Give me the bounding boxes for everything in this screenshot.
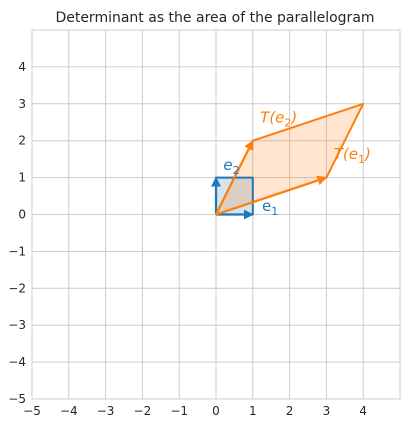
y-tick-label: 1: [18, 171, 26, 185]
plot-border: [31, 29, 401, 400]
annotation-label: e2: [223, 156, 239, 177]
y-tick-label: −4: [8, 355, 26, 369]
chart-title: Determinant as the area of the parallelo…: [55, 10, 374, 26]
x-tick-label: 1: [249, 404, 257, 418]
y-tick-label: −5: [8, 392, 26, 406]
y-tick-label: −1: [8, 244, 26, 258]
y-tick-label: −3: [8, 318, 26, 332]
x-tick-label: −1: [170, 404, 188, 418]
x-tick-label: −3: [97, 404, 115, 418]
x-tick-label: −2: [134, 404, 152, 418]
y-tick-label: 4: [18, 60, 26, 74]
x-tick-label: −5: [23, 404, 41, 418]
x-tick-label: 4: [359, 404, 367, 418]
annotation-label: T(e1): [334, 145, 371, 166]
x-tick-label: 2: [286, 404, 294, 418]
x-tick-label: −4: [60, 404, 78, 418]
annotation-layer: e1 e2 T(e1) T(e2): [223, 108, 371, 218]
y-tick-label: 0: [18, 208, 26, 222]
plot-frame: [31, 29, 401, 400]
x-tick-label: 3: [323, 404, 331, 418]
y-tick-label: 3: [18, 97, 26, 111]
y-tick-label: 2: [18, 134, 26, 148]
x-tick-label: 0: [212, 404, 220, 418]
vector-layer: [211, 139, 328, 220]
vector-te1: [215, 175, 328, 216]
annotation-label: T(e2): [260, 108, 297, 129]
vector-te2: [215, 139, 254, 215]
y-tick-label: −2: [8, 281, 26, 295]
annotation-label: e1: [262, 197, 278, 218]
tick-label-layer: −5 −4 −3 −2 −1 0 1 2 3 4 −5 −4 −3 −2 −1 0 1 2 3 4: [8, 60, 367, 418]
